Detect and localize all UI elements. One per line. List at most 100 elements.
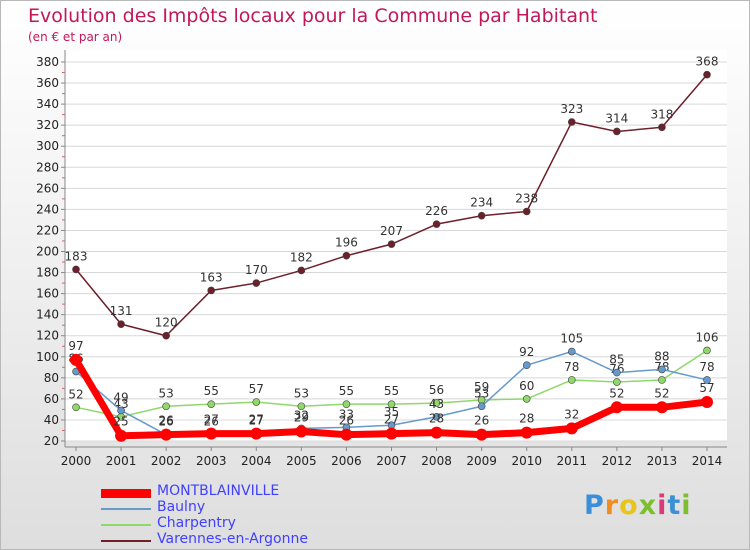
data-label-montblainville: 28: [429, 412, 444, 426]
x-tick-label: 2007: [376, 454, 407, 468]
legend-swatch: [101, 488, 151, 498]
data-point-charpentry: [567, 376, 576, 384]
legend-label: Charpentry: [157, 515, 236, 531]
data-label-baulny: 43: [429, 397, 444, 411]
x-tick-label: 2000: [61, 454, 92, 468]
x-tick-label: 2013: [647, 454, 678, 468]
data-label-charpentry: 55: [339, 384, 354, 398]
data-point-baulny: [567, 347, 576, 356]
data-label-varennes-en-argonne: 131: [110, 304, 133, 318]
data-point-montblainville: [115, 429, 128, 442]
y-tick-label: 180: [36, 266, 59, 280]
data-label-varennes-en-argonne: 163: [200, 270, 223, 284]
data-label-varennes-en-argonne: 182: [290, 250, 313, 264]
data-point-baulny: [117, 406, 125, 415]
data-point-charpentry: [658, 376, 666, 384]
legend-label: MONTBLAINVILLE: [157, 483, 280, 499]
data-point-varennes-en-argonne: [567, 118, 576, 126]
data-label-montblainville: 26: [159, 414, 174, 428]
logo-letter: o: [619, 490, 639, 521]
proxiti-logo: Proxiti: [584, 490, 692, 521]
data-point-montblainville: [430, 426, 443, 439]
data-label-montblainville: 29: [294, 411, 309, 425]
data-label-baulny: 49: [113, 390, 128, 404]
data-point-varennes-en-argonne: [207, 286, 216, 295]
x-tick-label: 2003: [196, 454, 227, 468]
legend-label: Varennes-en-Argonne: [157, 531, 308, 547]
data-label-charpentry: 106: [696, 330, 719, 344]
x-tick-label: 2014: [692, 454, 723, 468]
data-point-montblainville: [565, 422, 578, 435]
y-tick-label: 280: [36, 160, 59, 174]
y-tick-label: 160: [36, 287, 59, 301]
logo-letter: t: [667, 490, 682, 521]
data-point-charpentry: [522, 395, 531, 403]
data-label-baulny: 105: [560, 332, 583, 346]
data-label-varennes-en-argonne: 196: [335, 236, 358, 250]
x-tick-label: 2002: [151, 454, 182, 468]
y-tick-label: 260: [36, 181, 59, 195]
x-tick-label: 2008: [421, 454, 452, 468]
data-point-baulny: [432, 412, 441, 421]
y-tick-label: 140: [36, 308, 59, 322]
data-point-montblainville: [70, 353, 82, 366]
data-point-varennes-en-argonne: [477, 211, 486, 220]
x-tick-label: 2010: [511, 454, 542, 468]
y-tick-label: 80: [44, 371, 59, 385]
data-label-charpentry: 52: [68, 387, 83, 401]
legend-label: Baulny: [157, 499, 206, 515]
data-label-charpentry: 55: [204, 384, 219, 398]
data-point-baulny: [658, 365, 666, 374]
data-point-charpentry: [207, 400, 216, 408]
data-point-charpentry: [297, 402, 306, 411]
data-point-montblainville: [205, 427, 218, 440]
data-label-montblainville: 27: [249, 413, 264, 427]
data-point-varennes-en-argonne: [522, 207, 531, 216]
data-label-montblainville: 57: [699, 381, 714, 395]
x-tick-label: 2004: [241, 454, 272, 468]
data-label-charpentry: 59: [474, 380, 489, 394]
data-label-varennes-en-argonne: 226: [425, 204, 448, 218]
data-point-baulny: [522, 361, 531, 370]
data-point-montblainville: [160, 428, 173, 441]
y-tick-label: 220: [36, 223, 59, 237]
y-tick-label: 120: [36, 329, 59, 343]
logo-letter: x: [638, 490, 658, 521]
y-tick-label: 60: [44, 392, 59, 406]
data-label-baulny: 53: [474, 386, 489, 400]
y-tick-label: 20: [44, 434, 59, 448]
data-point-montblainville: [340, 428, 353, 441]
data-point-charpentry: [252, 398, 261, 406]
y-tick-label: 320: [36, 118, 59, 132]
data-label-montblainville: 26: [339, 414, 354, 428]
y-tick-label: 200: [36, 245, 59, 259]
data-label-varennes-en-argonne: 238: [515, 191, 538, 205]
data-label-baulny: 26: [159, 415, 174, 429]
data-point-montblainville: [250, 427, 263, 440]
y-tick-label: 360: [36, 76, 59, 90]
data-label-varennes-en-argonne: 314: [605, 111, 628, 125]
data-label-charpentry: 56: [429, 383, 444, 397]
data-label-baulny: 85: [609, 353, 624, 367]
y-tick-label: 340: [36, 97, 59, 111]
legend-swatch: [101, 524, 151, 526]
data-label-baulny: 32: [294, 408, 309, 422]
data-point-montblainville: [475, 428, 488, 441]
y-tick-label: 380: [36, 55, 59, 69]
y-tick-label: 240: [36, 202, 59, 216]
x-tick-label: 2001: [106, 454, 137, 468]
data-label-montblainville: 27: [384, 413, 399, 427]
data-point-charpentry: [432, 399, 441, 407]
data-label-charpentry: 55: [384, 384, 399, 398]
data-label-varennes-en-argonne: 323: [560, 102, 583, 116]
y-tick-label: 300: [36, 139, 59, 153]
data-label-montblainville: 52: [609, 386, 624, 400]
data-label-baulny: 78: [699, 360, 714, 374]
data-label-baulny: 35: [384, 405, 399, 419]
chart-title: Evolution des Impôts locaux pour la Comm…: [28, 5, 598, 27]
data-label-charpentry: 60: [519, 379, 534, 393]
x-tick-label: 2006: [331, 454, 362, 468]
data-point-baulny: [703, 376, 711, 384]
data-point-varennes-en-argonne: [703, 70, 711, 79]
data-point-varennes-en-argonne: [252, 279, 261, 287]
